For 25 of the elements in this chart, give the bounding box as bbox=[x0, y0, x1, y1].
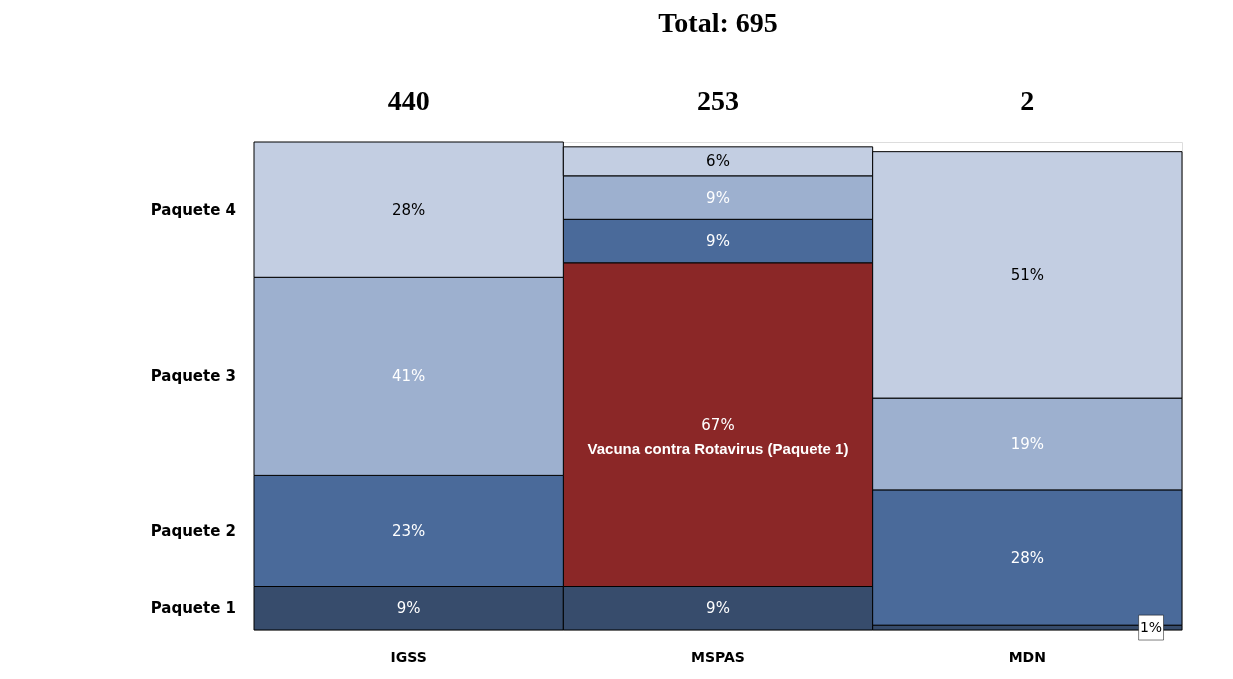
series-label: Paquete 3 bbox=[150, 367, 236, 386]
data-label: 6% bbox=[706, 152, 730, 171]
data-label: 19% bbox=[1010, 434, 1045, 453]
data-label: 9% bbox=[706, 188, 730, 207]
data-label: 51% bbox=[1010, 265, 1045, 284]
data-label: 9% bbox=[396, 599, 421, 618]
data-label: 9% bbox=[706, 599, 730, 618]
data-label: 28% bbox=[1010, 548, 1045, 567]
x-tick-label: IGSS bbox=[390, 648, 427, 665]
text: 440 bbox=[387, 85, 430, 116]
series-label: Vacuna contra Rotavirus (Paquete 1) bbox=[587, 439, 849, 457]
data-label: 67% bbox=[701, 415, 735, 434]
x-tick-label: MSPAS bbox=[691, 648, 745, 665]
data-label: 1% bbox=[1139, 618, 1163, 635]
text: 253 bbox=[697, 85, 739, 116]
chart-title: Total: 695 bbox=[658, 7, 778, 38]
data-label: 41% bbox=[391, 367, 426, 386]
text: 2 bbox=[1020, 85, 1035, 116]
x-tick-label: MDN bbox=[1008, 648, 1046, 665]
series-label: Paquete 2 bbox=[150, 521, 236, 540]
series-label: Paquete 1 bbox=[150, 599, 236, 618]
data-label: 9% bbox=[706, 232, 730, 251]
data-label: 23% bbox=[391, 521, 426, 540]
series-label: Paquete 4 bbox=[150, 200, 236, 219]
data-label: 28% bbox=[391, 200, 426, 219]
